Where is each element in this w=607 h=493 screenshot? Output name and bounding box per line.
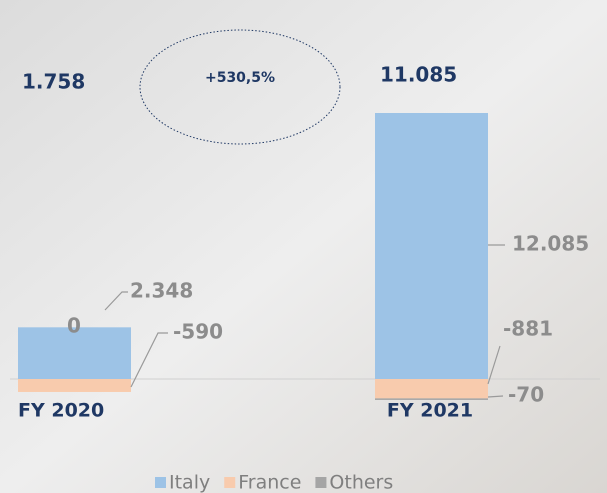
- bar-segment: [375, 398, 488, 400]
- leader-line: [487, 345, 501, 385]
- bar-segment: [375, 379, 488, 399]
- total-label: 11.085: [380, 63, 457, 87]
- bar-segment: [18, 379, 131, 392]
- value-label: 12.085: [512, 232, 589, 256]
- legend-swatch: [315, 477, 327, 488]
- leader-line: [487, 395, 504, 398]
- value-label: -70: [508, 383, 544, 407]
- category-label: FY 2021: [387, 400, 473, 422]
- leader-line: [130, 332, 168, 388]
- legend-label: France: [238, 472, 301, 493]
- legend-swatch: [224, 477, 236, 488]
- total-label: 1.758: [22, 70, 85, 94]
- legend-label: Others: [329, 472, 393, 493]
- leader-line: [104, 291, 128, 311]
- bar-segment: [375, 113, 488, 379]
- value-label: -590: [173, 320, 223, 344]
- value-label: 2.348: [130, 279, 193, 303]
- growth-annotation: +530,5%: [205, 70, 275, 86]
- value-label: -881: [503, 317, 553, 341]
- growth-ellipse: [139, 29, 341, 145]
- value-label: 0: [67, 314, 81, 338]
- legend-label: Italy: [169, 472, 210, 493]
- bar-segment: [18, 327, 131, 379]
- legend-swatch: [155, 477, 166, 488]
- category-label: FY 2020: [18, 400, 104, 422]
